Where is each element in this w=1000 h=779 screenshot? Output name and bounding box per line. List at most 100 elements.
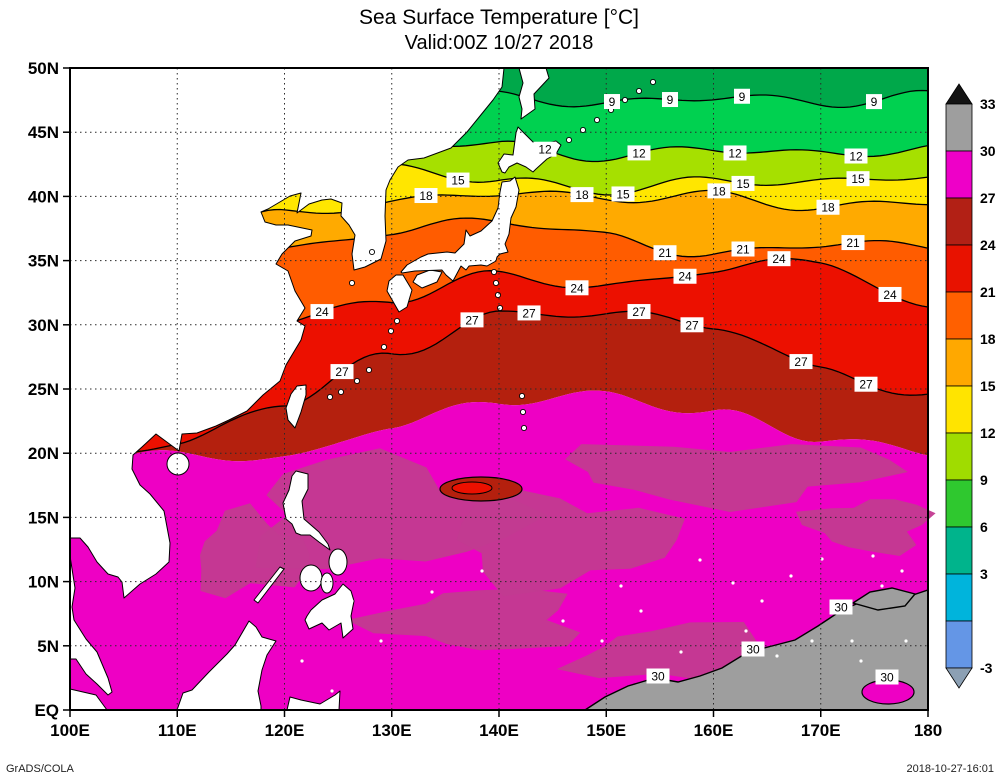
warm-patches (200, 444, 936, 683)
contour-chip (673, 268, 697, 284)
contour-chip-value: 27 (522, 306, 536, 320)
lon-label: 120E (265, 721, 305, 740)
colorbar-tick-label: 6 (980, 519, 988, 535)
island-dot (494, 291, 502, 299)
island-dot (593, 116, 601, 124)
colorbar-tick-label: 24 (980, 237, 996, 253)
island-dot (337, 388, 345, 396)
island-speck (600, 639, 604, 643)
island-speck (379, 639, 383, 643)
colorbar-segment (945, 338, 973, 387)
grid-lines (70, 68, 928, 710)
contour-chip (866, 94, 882, 110)
contour-chip-value: 12 (538, 143, 552, 157)
contour-chip-value: 9 (739, 90, 746, 104)
island-speck (744, 629, 748, 633)
island-speck (430, 590, 434, 594)
contour-chip (741, 641, 765, 657)
contour-chip-value: 9 (609, 95, 616, 109)
island-dot (519, 408, 527, 416)
land-borneo (176, 620, 277, 711)
contour-chip (829, 599, 853, 615)
lon-label: 100E (50, 721, 90, 740)
land-samar (328, 548, 348, 576)
island-dot (393, 317, 401, 325)
lon-label: 180 (914, 721, 942, 740)
warm-eddy-inner (451, 481, 493, 495)
island-dot (353, 377, 361, 385)
colorbar-tick-label: 3 (980, 566, 988, 582)
island-speck (350, 599, 354, 603)
contour-chip (565, 280, 589, 296)
contour-chip (533, 141, 557, 157)
warm-patch (346, 588, 581, 651)
island-speck (880, 584, 884, 588)
contour-chip-value: 15 (616, 187, 630, 201)
land-malay-peninsula (69, 555, 113, 696)
contour-chip (707, 183, 731, 199)
contour-chip-value: 21 (658, 246, 672, 260)
lat-label: 25N (28, 380, 59, 399)
colorbar-segment (945, 385, 973, 434)
contour-chip-value: 30 (746, 643, 760, 657)
island-speck (480, 569, 484, 573)
contour-chip (723, 145, 747, 161)
contour-chip (446, 172, 470, 188)
island-dot (380, 343, 388, 351)
island-speck (679, 650, 683, 654)
island-dot (635, 87, 643, 95)
contour-chip (789, 354, 813, 370)
island-speck (775, 654, 779, 658)
contour-chip-value: 15 (736, 177, 750, 191)
lat-label: 5N (37, 637, 59, 656)
colorbar-tick-label: 33 (980, 96, 996, 112)
contour-chip-value: 21 (846, 236, 860, 250)
island-speck (859, 659, 863, 663)
warm-patch (796, 499, 936, 556)
colorbar-tick-label: -3 (980, 660, 993, 676)
island-speck (850, 639, 854, 643)
contour-chip-value: 24 (883, 288, 897, 302)
colorbar-triangle-bottom (945, 667, 973, 689)
contour-labels: 9 9 9 9 12 12 12 12 15 15 15 15 18 18 18 18 21 21 21 24 24 24… (310, 88, 902, 685)
colorbar-segment (945, 291, 973, 340)
contour-chip (460, 312, 484, 328)
warm-eddy (439, 476, 523, 502)
island-speck (639, 609, 643, 613)
contour-chip (517, 305, 541, 321)
land-kyushu (386, 274, 413, 313)
contour-chip-value: 27 (794, 355, 808, 369)
island-dot (496, 304, 504, 312)
colorbar-segment (945, 526, 973, 575)
credit-grads-cola: GrADS/COLA (6, 763, 75, 775)
colorbar-tick-label: 18 (980, 331, 996, 347)
warm-patch (200, 503, 310, 599)
contour-chip-value: 30 (834, 601, 848, 615)
contour-chip-value: 24 (678, 270, 692, 284)
contour-chip-value: 27 (859, 378, 873, 392)
contour-chip (653, 245, 677, 261)
contour-chip-value: 12 (728, 146, 742, 160)
contour-chip (854, 376, 878, 392)
contour-chip-value: 18 (712, 184, 726, 198)
colorbar-tick-label: 9 (980, 472, 988, 488)
contour-chip (627, 145, 651, 161)
warm-patch (456, 487, 685, 597)
isotherm-27-line (69, 310, 929, 454)
contour-chip-value: 30 (880, 671, 894, 685)
land-cebu (320, 572, 334, 594)
land-shikoku (412, 269, 443, 289)
contour-chip-value: 18 (419, 189, 433, 203)
colorbar: 33 30 27 24 21 18 15 12 9 6 3 -3 (945, 83, 996, 689)
colorbar-tick-label: 30 (980, 143, 996, 159)
lat-label: 40N (28, 187, 59, 206)
contour-chip (646, 668, 670, 684)
island-speck (789, 574, 793, 578)
land-hokkaido (497, 126, 562, 174)
contour-chip-value: 15 (451, 174, 465, 188)
island-speck (300, 659, 304, 663)
colorbar-tick-label: 27 (980, 190, 996, 206)
contour-chip-value: 27 (335, 365, 349, 379)
colorbar-tick-label: 21 (980, 284, 996, 300)
